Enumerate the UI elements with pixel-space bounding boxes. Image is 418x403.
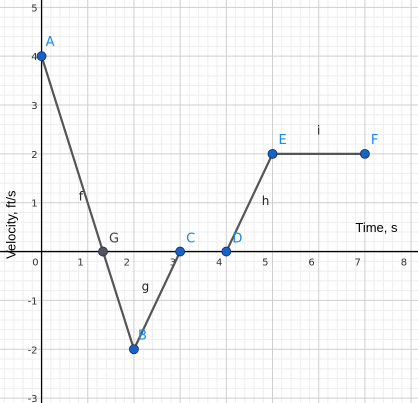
x-tick-label: 3 xyxy=(170,258,176,269)
x-axis-label: Time, s xyxy=(355,220,398,235)
y-tick-label: 5 xyxy=(31,3,37,14)
segment-label-h: h xyxy=(262,194,270,208)
y-tick-label: -2 xyxy=(28,345,38,356)
y-axis-label: Velocity, ft/s xyxy=(4,190,19,259)
x-tick-label: 4 xyxy=(216,258,222,269)
segment-g xyxy=(132,251,182,350)
x-tick-label: 0 xyxy=(32,258,38,269)
x-tick-label: 5 xyxy=(262,258,268,269)
y-tick-label: 2 xyxy=(31,150,37,161)
x-tick-label: 8 xyxy=(401,258,407,269)
points xyxy=(36,51,370,355)
x-tick-label: 6 xyxy=(308,258,314,269)
point-b xyxy=(129,344,139,355)
point-g xyxy=(98,246,108,257)
y-tick-label: -1 xyxy=(28,296,38,307)
tick-labels: 0 1 2 3 4 5 6 7 8 -3 -2 -1 1 2 3 4 5 xyxy=(28,3,407,403)
point-label-g: G xyxy=(109,232,119,247)
x-tick-label: 2 xyxy=(124,258,130,269)
segment-label-i: i xyxy=(317,123,320,137)
point-labels: A G B C D E F xyxy=(46,35,379,343)
segment-f xyxy=(40,55,105,252)
x-tick-label: 7 xyxy=(355,258,361,269)
point-label-f: F xyxy=(371,133,378,148)
segment-labels: f g h i xyxy=(79,123,321,293)
point-d xyxy=(221,246,232,257)
segment-label-f: f xyxy=(79,189,84,203)
x-tick-label: 1 xyxy=(77,258,83,269)
segment-label-g: g xyxy=(142,280,150,294)
point-e xyxy=(267,148,278,159)
point-f xyxy=(359,148,370,159)
point-label-d: D xyxy=(232,232,242,247)
segment-h xyxy=(225,153,274,253)
point-label-a: A xyxy=(46,35,55,50)
y-tick-label: 4 xyxy=(31,52,37,63)
y-tick-label: -3 xyxy=(28,394,38,403)
point-a xyxy=(36,51,47,62)
point-label-b: B xyxy=(138,328,147,343)
segment-gb xyxy=(101,251,135,350)
point-label-e: E xyxy=(279,133,287,148)
point-c xyxy=(175,246,186,257)
segments xyxy=(40,55,365,350)
y-tick-label: 1 xyxy=(31,199,37,210)
y-tick-label: 3 xyxy=(31,101,37,112)
point-label-c: C xyxy=(186,232,195,247)
